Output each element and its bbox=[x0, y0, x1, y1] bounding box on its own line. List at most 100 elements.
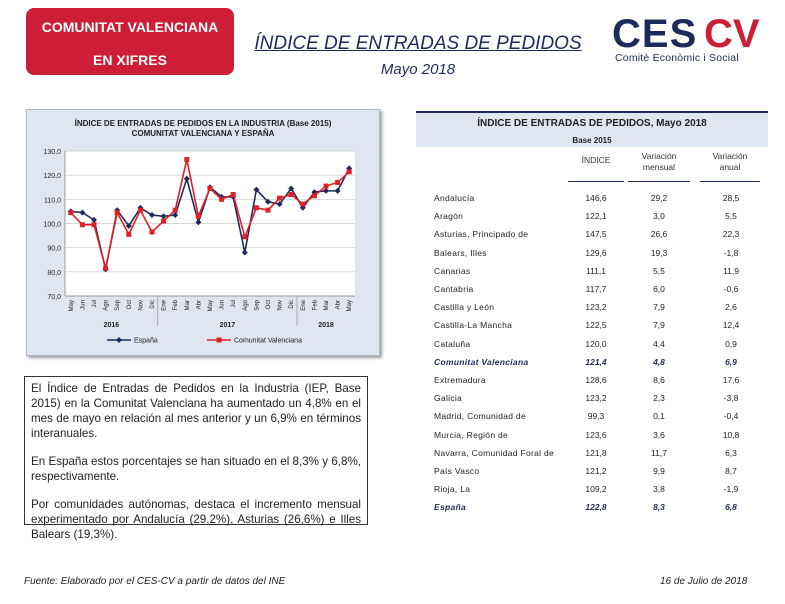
annual-change: -3,8 bbox=[723, 393, 739, 404]
x-tick-label: Oct bbox=[127, 300, 133, 310]
monthly-change: 2,3 bbox=[653, 393, 665, 404]
line-chart: 70,0 80,0 90,0 100,0 110,0 120,0 130,0 May Jun Ju… bbox=[43, 149, 355, 345]
annual-change: -1,9 bbox=[723, 484, 739, 495]
data-point-comunitat-valenciana bbox=[277, 195, 283, 201]
monthly-change: 4,4 bbox=[653, 338, 665, 349]
table-row: Andalucía 146,6 29,2 28,5 bbox=[416, 189, 768, 207]
monthly-change: 4,8 bbox=[653, 356, 665, 367]
data-point-espana bbox=[323, 187, 329, 194]
data-point-comunitat-valenciana bbox=[300, 201, 306, 207]
x-tick-label: Mar bbox=[185, 300, 191, 310]
region-name: Castilla y León bbox=[434, 302, 495, 313]
chart-panel: ÍNDICE DE ENTRADAS DE PEDIDOS EN LA INDU… bbox=[26, 109, 380, 356]
region-badge: COMUNITAT VALENCIANA EN XIFRES bbox=[26, 8, 234, 75]
chart-subtitle: COMUNITAT VALENCIANA Y ESPAÑA bbox=[131, 129, 275, 138]
data-point-comunitat-valenciana bbox=[207, 185, 213, 191]
data-point-espana bbox=[183, 175, 190, 182]
x-tick-label: Feb bbox=[173, 299, 179, 310]
data-point-espana bbox=[299, 204, 306, 211]
region-name: Navarra, Comunidad Foral de bbox=[434, 447, 555, 458]
x-tick-label: Abr bbox=[336, 300, 342, 309]
legend-label-espana: España bbox=[134, 338, 158, 345]
index-value: 111,1 bbox=[585, 265, 606, 276]
x-tick-label: May bbox=[69, 300, 75, 311]
data-point-comunitat-valenciana bbox=[219, 196, 225, 202]
annual-change: -1,8 bbox=[723, 247, 739, 258]
annual-change: 0,9 bbox=[725, 338, 737, 349]
year-label: 2018 bbox=[318, 322, 334, 329]
x-tick-label: May bbox=[208, 300, 214, 311]
annual-change: 6,8 bbox=[725, 502, 737, 513]
region-name: Castilla-La Mancha bbox=[434, 320, 513, 331]
y-tick-label: 70,0 bbox=[47, 294, 61, 301]
table-row: Murcia, Región de 123,6 3,6 10,8 bbox=[416, 425, 768, 443]
monthly-change: 26,6 bbox=[650, 229, 668, 240]
col-header-monthly: Variación mensual bbox=[628, 147, 690, 182]
monthly-change: 8,6 bbox=[653, 374, 665, 385]
index-value: 122,1 bbox=[585, 211, 607, 222]
data-point-espana bbox=[160, 213, 167, 220]
region-name: España bbox=[434, 502, 467, 513]
table-row: Extremadura 128,6 8,6 17,6 bbox=[416, 371, 768, 389]
cescv-logo: CES CV Comitè Econòmic i Social bbox=[610, 12, 775, 67]
data-point-comunitat-valenciana bbox=[265, 207, 271, 213]
region-name: Galicia bbox=[434, 393, 463, 404]
x-tick-label: Sep bbox=[254, 299, 260, 310]
data-point-espana bbox=[276, 201, 283, 208]
monthly-change: 9,9 bbox=[653, 465, 665, 476]
data-point-comunitat-valenciana bbox=[79, 222, 85, 228]
data-point-espana bbox=[172, 212, 179, 219]
col-header-monthly-l2: mensual bbox=[642, 162, 676, 172]
table-row: País Vasco 121,2 9,9 8,7 bbox=[416, 462, 768, 480]
region-name: Extremadura bbox=[434, 374, 486, 385]
data-point-comunitat-valenciana bbox=[253, 205, 259, 211]
summary-text: El Índice de Entradas de Pedidos en la I… bbox=[24, 376, 368, 541]
annual-change: 8,7 bbox=[725, 465, 737, 476]
region-name: Murcia, Región de bbox=[434, 429, 509, 440]
region-name: Cantabria bbox=[434, 284, 474, 295]
y-tick-label: 130,0 bbox=[43, 149, 61, 156]
table-base: Base 2015 bbox=[416, 135, 768, 147]
table-row: Cantabria 117,7 6,0 -0,6 bbox=[416, 280, 768, 298]
data-point-espana bbox=[195, 219, 202, 226]
x-tick-label: Nov bbox=[138, 300, 144, 311]
table-row: Aragón 122,1 3,0 5,5 bbox=[416, 207, 768, 225]
index-value: 123,2 bbox=[585, 302, 607, 313]
table-body: Andalucía 146,6 29,2 28,5 Aragón 122,1 3,0 5,5 A… bbox=[416, 189, 768, 516]
region-name: Comunitat Valenciana bbox=[434, 356, 529, 367]
annual-change: 17,6 bbox=[722, 374, 740, 385]
y-tick-label: 110,0 bbox=[44, 197, 61, 204]
table-row: España 122,8 8,3 6,8 bbox=[416, 498, 768, 516]
x-tick-label: Jul bbox=[92, 300, 98, 308]
monthly-change: 11,7 bbox=[651, 447, 667, 458]
x-tick-label: Jun bbox=[80, 300, 86, 310]
data-point-espana bbox=[253, 186, 260, 193]
col-header-index: ÍNDICE bbox=[568, 147, 624, 182]
data-point-comunitat-valenciana bbox=[184, 156, 190, 162]
x-tick-label: Dic bbox=[289, 300, 295, 309]
col-header-annual: Variación anual bbox=[700, 147, 760, 182]
data-point-espana bbox=[79, 209, 86, 216]
summary-paragraph-1: El Índice de Entradas de Pedidos en la I… bbox=[31, 382, 361, 440]
table-row: Balears, Illes 129,6 19,3 -1,8 bbox=[416, 244, 768, 262]
y-tick-label: 120,0 bbox=[43, 173, 61, 180]
annual-change: 5,5 bbox=[725, 211, 737, 222]
index-value: 117,7 bbox=[585, 284, 607, 295]
col-header-index-label: ÍNDICE bbox=[581, 155, 611, 165]
index-value: 122,5 bbox=[585, 320, 607, 331]
monthly-change: 3,8 bbox=[653, 484, 665, 495]
x-tick-label: Nov bbox=[278, 300, 284, 311]
x-tick-label: Ene bbox=[301, 299, 307, 310]
annual-change: 10,8 bbox=[722, 429, 740, 440]
monthly-change: 8,3 bbox=[653, 502, 665, 513]
monthly-change: 3,6 bbox=[653, 429, 665, 440]
data-point-comunitat-valenciana bbox=[346, 169, 352, 175]
footer-source: Fuente: Elaborado por el CES-CV a partir… bbox=[24, 576, 286, 587]
col-header-monthly-l1: Variación bbox=[641, 151, 677, 161]
annual-change: 22,3 bbox=[722, 229, 740, 240]
table-row: Castilla y León 123,2 7,9 2,6 bbox=[416, 298, 768, 316]
table-title: ÍNDICE DE ENTRADAS DE PEDIDOS, Mayo 2018 bbox=[416, 111, 768, 135]
monthly-change: 7,9 bbox=[653, 302, 665, 313]
table-row: Cataluña 120,0 4,4 0,9 bbox=[416, 335, 768, 353]
monthly-change: 0,1 bbox=[653, 411, 665, 422]
